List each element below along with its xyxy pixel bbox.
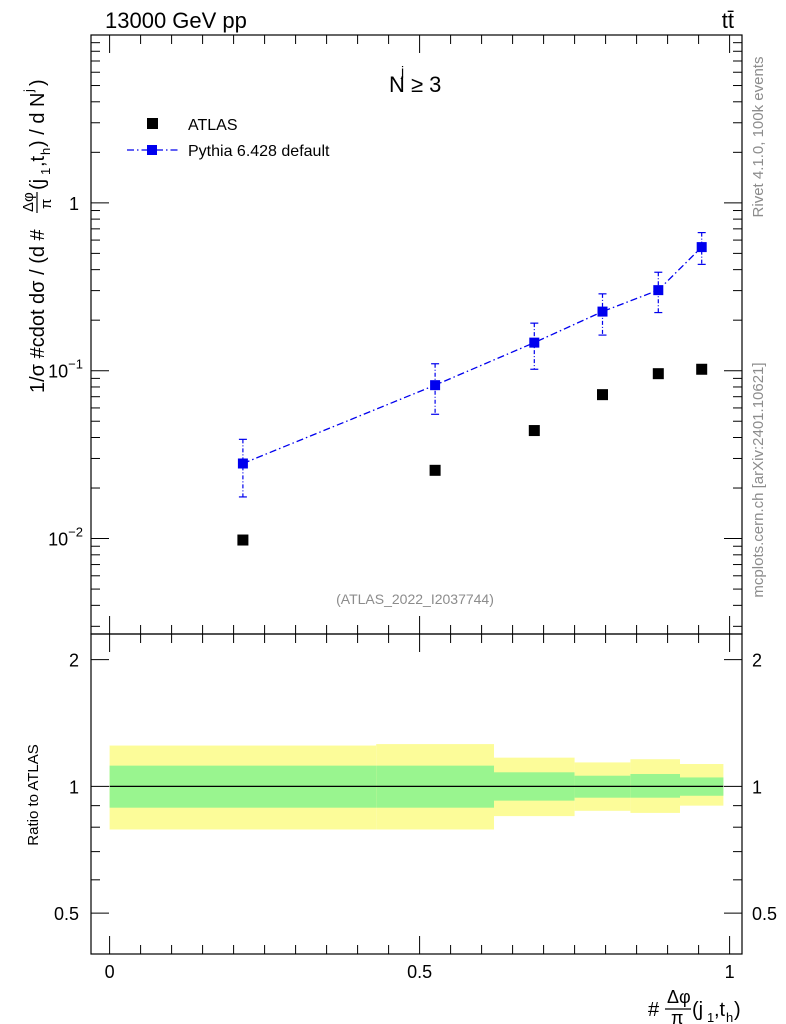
atlas-point-5 xyxy=(696,363,708,375)
process-label: tt̄ xyxy=(722,8,734,33)
mc-point-1 xyxy=(430,380,441,391)
x-title-frac-num: Δφ xyxy=(667,987,691,1007)
atlas-point-2 xyxy=(528,425,540,437)
legend: ATLAS Pythia 6.428 default xyxy=(127,117,330,160)
source-label: mcplots.cern.ch [arXiv:2401.10621] xyxy=(750,362,767,597)
data-series xyxy=(237,363,708,546)
legend-label-pythia: Pythia 6.428 default xyxy=(188,143,330,160)
ratio-y-tick-label-left-1: 1 xyxy=(69,777,79,797)
mc-point-0 xyxy=(237,458,248,469)
x-title-suffix-a: (j xyxy=(692,999,703,1021)
ratio-frame xyxy=(90,633,743,955)
main-y-tick-label-2: 1 xyxy=(69,194,79,214)
x-title-suffix-c: ) xyxy=(734,999,741,1021)
energy-label: 13000 GeV pp xyxy=(105,8,247,33)
ratio-y-axis-title: Ratio to ATLAS xyxy=(25,744,42,845)
atlas-point-1 xyxy=(429,464,441,476)
legend-marker-pythia xyxy=(147,145,157,155)
x-tick-label-1: 0.5 xyxy=(407,962,432,982)
y-title-suffix-b: ,t xyxy=(27,155,49,167)
mc-point-2 xyxy=(529,337,540,348)
y-title-sub-1: 1 xyxy=(38,168,53,175)
cut-label-superscript: j xyxy=(400,63,404,79)
legend-marker-atlas xyxy=(147,118,158,129)
atlas-point-0 xyxy=(237,534,249,546)
atlas-point-4 xyxy=(652,368,664,380)
main-y-tick-label-0: 10−2 xyxy=(48,525,83,550)
legend-label-atlas: ATLAS xyxy=(188,117,238,134)
y-title-sub-h: h xyxy=(38,148,53,155)
main-y-axis-title: 1/σ #cdot dσ / (d # Δφ π (j 1 ,t h ) / d… xyxy=(20,79,55,393)
axis-tick-labels: 10−2 10−1 1 0 0.5 1 0.5 0.5 1 1 2 2 xyxy=(48,194,777,982)
x-title-hash: # xyxy=(648,999,660,1021)
y-title-sup-j: j xyxy=(21,89,36,93)
y-title-prefix: 1/σ #cdot dσ / (d # xyxy=(27,228,49,393)
axis-ticks xyxy=(91,35,742,954)
x-title-sub-h: h xyxy=(726,1010,733,1024)
y-title-suffix-c: ) / d N xyxy=(27,93,49,147)
ratio-y-tick-label-right-2: 2 xyxy=(752,651,762,671)
analysis-tag: (ATLAS_2022_I2037744) xyxy=(336,591,494,607)
mc-point-5 xyxy=(696,242,707,253)
y-title-frac-num: Δφ xyxy=(20,192,37,212)
mc-point-3 xyxy=(597,306,608,317)
x-title-frac-den: π xyxy=(671,1008,683,1024)
rivet-label: Rivet 4.1.0, 100k events xyxy=(750,57,767,218)
x-tick-label-2: 1 xyxy=(725,962,735,982)
mc-point-4 xyxy=(653,285,664,296)
x-tick-label-0: 0 xyxy=(105,962,115,982)
x-title-sub-1: 1 xyxy=(707,1010,714,1024)
x-title-suffix-b: ,t xyxy=(714,999,726,1021)
ratio-y-tick-label-right-1: 1 xyxy=(752,777,762,797)
mc-series-line xyxy=(242,246,703,465)
main-y-tick-label-1: 10−1 xyxy=(48,357,83,382)
y-title-suffix-a: (j xyxy=(27,179,49,190)
plot-frames xyxy=(90,34,743,955)
y-title-frac-den: π xyxy=(38,199,55,209)
ratio-y-tick-label-left-2: 2 xyxy=(69,651,79,671)
ratio-y-tick-label-right-0: 0.5 xyxy=(752,904,777,924)
x-axis-title: # Δφ π (j 1 ,t h ) xyxy=(648,987,741,1024)
atlas-point-3 xyxy=(597,389,608,401)
y-title-suffix-d: ) xyxy=(27,79,49,86)
ratio-y-tick-label-left-0: 0.5 xyxy=(54,904,79,924)
mc-series xyxy=(237,231,707,498)
cut-label: N ≥ 3 xyxy=(389,72,441,97)
